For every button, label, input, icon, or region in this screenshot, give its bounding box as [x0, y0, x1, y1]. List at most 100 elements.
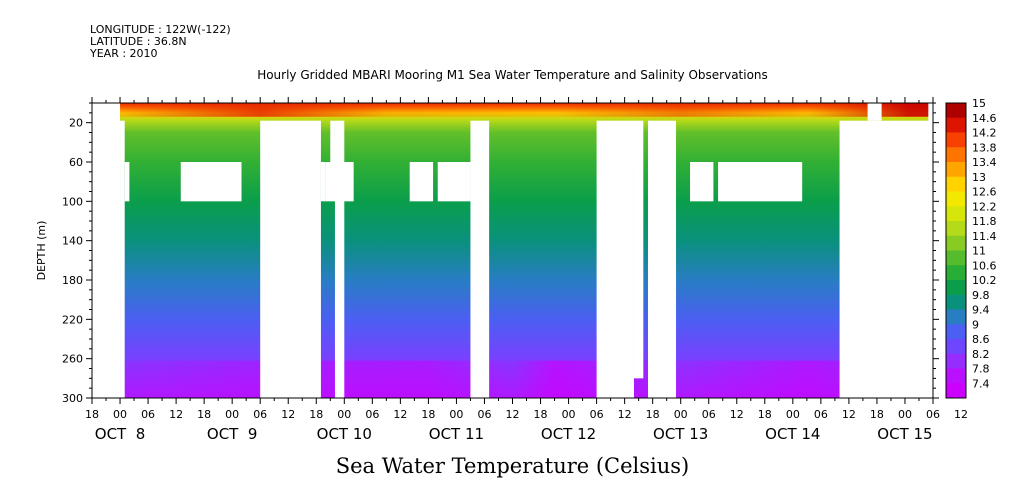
- x-hour-label: 18: [85, 408, 99, 421]
- data-gap: [120, 120, 125, 398]
- colorbar-label: 13.4: [972, 156, 997, 169]
- colorbar-segment: [946, 206, 966, 222]
- x-hour-label: 06: [477, 408, 491, 421]
- x-hour-label: 12: [281, 408, 295, 421]
- data-gap: [334, 120, 345, 398]
- x-day-label: OCT 8: [95, 425, 146, 443]
- colorbar-label: 15: [972, 97, 986, 110]
- x-axis: 18 00 06 12 18 00 06 12 18 00 06 12 18 00 06 12 18 00 06 12…: [85, 97, 968, 443]
- colorbar-segment: [946, 250, 966, 266]
- y-axis: 20 60 100 140 180 220 260 300 DEPTH (m): [35, 102, 939, 405]
- y-tick-label: 180: [62, 274, 83, 287]
- x-hour-label: 18: [646, 408, 660, 421]
- colorbar-segment: [946, 368, 966, 384]
- x-hour-label: 12: [506, 408, 520, 421]
- data-gaps: [92, 103, 933, 398]
- colorbar-label: 12.2: [972, 200, 997, 213]
- data-gap: [690, 162, 714, 202]
- y-tick-label: 100: [62, 195, 83, 208]
- colorbar-frame: [945, 102, 967, 399]
- colorbar-label: 7.8: [972, 363, 990, 376]
- colorbar-label: 14.6: [972, 112, 997, 125]
- colorbar-label: 12.6: [972, 186, 997, 199]
- colorbar-segment: [946, 117, 966, 133]
- x-day-label: OCT 13: [653, 425, 708, 443]
- colorbar-segment: [946, 221, 966, 237]
- colorbar-segment: [946, 265, 966, 281]
- x-hour-label: 18: [870, 408, 884, 421]
- data-gap: [633, 120, 644, 379]
- colorbar-label: 9: [972, 318, 979, 331]
- chart-title: Hourly Gridded MBARI Mooring M1 Sea Wate…: [257, 68, 768, 82]
- data-gap: [92, 103, 121, 398]
- x-day-label: OCT 10: [317, 425, 372, 443]
- colorbar-segment: [946, 176, 966, 192]
- data-gap: [867, 103, 882, 121]
- data-gap: [330, 120, 335, 162]
- colorbar-label: 9.8: [972, 289, 990, 302]
- x-hour-label: 06: [141, 408, 155, 421]
- colorbar-label: 8.2: [972, 348, 990, 361]
- x-hour-label: 12: [169, 408, 183, 421]
- y-tick-label: 60: [69, 156, 83, 169]
- colorbar: 1514.614.213.813.41312.612.211.811.41110…: [945, 97, 997, 399]
- data-gap: [437, 162, 471, 202]
- colorbar-segment: [946, 383, 966, 399]
- x-hour-label: 00: [337, 408, 351, 421]
- x-day-label: OCT 15: [877, 425, 932, 443]
- x-hour-label: 06: [926, 408, 940, 421]
- x-day-label: OCT 11: [429, 425, 484, 443]
- y-tick-label: 220: [62, 313, 83, 326]
- colorbar-segment: [946, 339, 966, 355]
- y-axis-label: DEPTH (m): [35, 221, 48, 281]
- data-gap: [596, 120, 634, 398]
- x-hour-label: 18: [421, 408, 435, 421]
- colorbar-segment: [946, 324, 966, 340]
- colorbar-label: 14.2: [972, 127, 997, 140]
- y-tick-label: 260: [62, 353, 83, 366]
- colorbar-variable-label: Sea Water Temperature (Celsius): [335, 454, 690, 478]
- colorbar-segment: [946, 353, 966, 369]
- colorbar-segment: [946, 294, 966, 310]
- x-day-label: OCT 9: [207, 425, 258, 443]
- x-hour-label: 06: [814, 408, 828, 421]
- colorbar-segment: [946, 132, 966, 148]
- latitude-label: LATITUDE : 36.8N: [90, 35, 187, 48]
- x-hour-label: 12: [842, 408, 856, 421]
- colorbar-segment: [946, 147, 966, 163]
- colorbar-label: 10.6: [972, 259, 997, 272]
- data-gap: [470, 120, 490, 398]
- x-hour-label: 00: [113, 408, 127, 421]
- data-gap: [928, 103, 933, 398]
- colorbar-segment: [946, 191, 966, 207]
- surface-variability: [92, 103, 933, 117]
- data-gap: [647, 120, 677, 398]
- x-hour-label: 12: [393, 408, 407, 421]
- colorbar-segment: [946, 309, 966, 325]
- x-hour-label: 18: [197, 408, 211, 421]
- x-hour-label: 12: [618, 408, 632, 421]
- colorbar-label: 9.4: [972, 304, 990, 317]
- longitude-label: LONGITUDE : 122W(-122): [90, 23, 231, 36]
- y-tick-label: 300: [62, 392, 83, 405]
- x-hour-label: 00: [674, 408, 688, 421]
- colorbar-label: 10.2: [972, 274, 997, 287]
- x-hour-label: 00: [449, 408, 463, 421]
- data-gap: [718, 162, 803, 202]
- data-gap: [124, 162, 130, 202]
- x-hour-label: 12: [730, 408, 744, 421]
- x-hour-label: 06: [702, 408, 716, 421]
- x-day-label: OCT 14: [765, 425, 820, 443]
- data-gap: [180, 162, 242, 202]
- x-hour-label: 06: [253, 408, 267, 421]
- colorbar-label: 13.8: [972, 141, 997, 154]
- x-hour-label: 00: [898, 408, 912, 421]
- colorbar-label: 7.4: [972, 377, 990, 390]
- x-hour-label: 18: [534, 408, 548, 421]
- x-hour-label: 18: [309, 408, 323, 421]
- bottom-variability: [92, 360, 933, 398]
- x-hour-label: 00: [225, 408, 239, 421]
- x-hour-label: 12: [954, 408, 968, 421]
- x-hour-label: 00: [786, 408, 800, 421]
- colorbar-label: 11: [972, 245, 986, 258]
